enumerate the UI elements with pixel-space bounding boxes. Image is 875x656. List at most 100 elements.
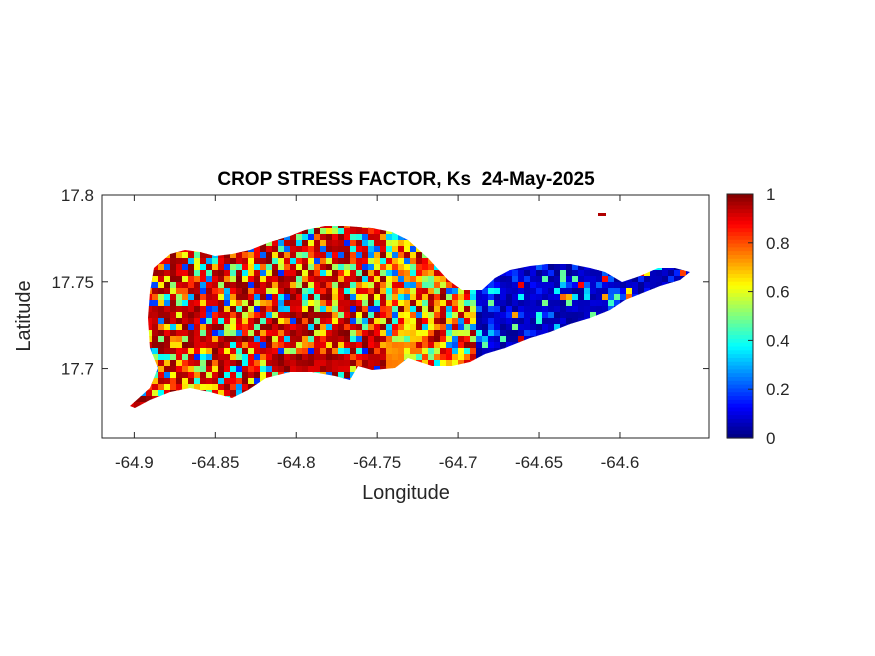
heatmap-cell xyxy=(260,336,267,343)
heatmap-cell xyxy=(224,336,231,343)
heatmap-cell xyxy=(650,378,657,385)
heatmap-cell xyxy=(242,312,249,319)
heatmap-cell xyxy=(500,226,507,229)
heatmap-cell xyxy=(470,402,477,408)
heatmap-cell xyxy=(380,324,387,331)
heatmap-cell xyxy=(296,252,303,259)
heatmap-cell xyxy=(506,402,513,408)
heatmap-cell xyxy=(374,342,381,349)
heatmap-cell xyxy=(662,234,669,241)
heatmap-cell xyxy=(566,384,573,391)
heatmap-cell xyxy=(130,264,135,271)
heatmap-cell xyxy=(218,252,225,259)
heatmap-cell xyxy=(392,306,399,313)
heatmap-cell xyxy=(542,390,549,397)
heatmap-cell xyxy=(590,264,597,271)
heatmap-cell xyxy=(554,300,561,307)
heatmap-cell xyxy=(668,306,675,313)
heatmap-cell xyxy=(470,240,477,247)
heatmap-cell xyxy=(578,330,585,337)
heatmap-cell xyxy=(404,234,411,241)
heatmap-cell xyxy=(422,226,429,229)
heatmap-cell xyxy=(224,384,231,391)
heatmap-cell xyxy=(614,396,621,403)
heatmap-cell xyxy=(530,330,537,337)
heatmap-cell xyxy=(692,276,699,283)
heatmap-cell xyxy=(230,264,237,271)
heatmap-cell xyxy=(266,300,273,307)
heatmap-cell xyxy=(158,246,165,253)
heatmap-cell xyxy=(350,234,357,241)
heatmap-cell xyxy=(464,390,471,397)
heatmap-cell xyxy=(206,348,213,355)
heatmap-cell xyxy=(212,312,219,319)
heatmap-cell xyxy=(194,372,201,379)
heatmap-cell xyxy=(566,336,573,343)
heatmap-cell xyxy=(590,276,597,283)
heatmap-cell xyxy=(566,294,573,301)
heatmap-cell xyxy=(404,324,411,331)
heatmap-cell xyxy=(266,264,273,271)
heatmap-cell xyxy=(644,226,651,229)
heatmap-cell xyxy=(656,348,663,355)
heatmap-cell xyxy=(188,258,195,265)
heatmap-cell xyxy=(194,396,201,403)
heatmap-cell xyxy=(554,378,561,385)
heatmap-cell xyxy=(158,252,165,259)
heatmap-cell xyxy=(266,228,273,235)
heatmap-cell xyxy=(308,372,315,379)
heatmap-cell xyxy=(404,264,411,271)
heatmap-cell xyxy=(200,300,207,307)
heatmap-cell xyxy=(428,396,435,403)
heatmap-cell xyxy=(410,402,417,408)
heatmap-cell xyxy=(182,258,189,265)
heatmap-cell xyxy=(398,348,405,355)
heatmap-cell xyxy=(440,252,447,259)
heatmap-cell xyxy=(668,354,675,361)
heatmap-cell xyxy=(362,324,369,331)
heatmap-cell xyxy=(548,258,555,265)
heatmap-cell xyxy=(668,378,675,385)
heatmap-cell xyxy=(164,318,171,325)
heatmap-cell xyxy=(206,270,213,277)
heatmap-cell xyxy=(398,354,405,361)
heatmap-cell xyxy=(302,342,309,349)
heatmap-cell xyxy=(674,312,681,319)
heatmap-cell xyxy=(362,336,369,343)
heatmap-cell xyxy=(626,378,633,385)
heatmap-cell xyxy=(200,246,207,253)
heatmap-cell xyxy=(200,276,207,283)
heatmap-cell xyxy=(194,342,201,349)
heatmap-cell xyxy=(170,288,177,295)
heatmap-cell xyxy=(626,270,633,277)
heatmap-cell xyxy=(326,226,333,229)
heatmap-cell xyxy=(506,276,513,283)
heatmap-cell xyxy=(146,264,153,271)
heatmap-cell xyxy=(662,306,669,313)
heatmap-cell xyxy=(416,342,423,349)
heatmap-cell xyxy=(362,240,369,247)
heatmap-cell xyxy=(494,384,501,391)
heatmap-cell xyxy=(404,246,411,253)
heatmap-cell xyxy=(518,402,525,408)
heatmap-cell xyxy=(662,384,669,391)
heatmap-cell xyxy=(194,240,201,247)
heatmap-cell xyxy=(536,234,543,241)
heatmap-cell xyxy=(182,282,189,289)
heatmap-cell xyxy=(428,252,435,259)
heatmap-cell xyxy=(146,300,153,307)
heatmap-cell xyxy=(560,318,567,325)
heatmap-cell xyxy=(140,390,147,397)
heatmap-cell xyxy=(428,348,435,355)
heatmap-cell xyxy=(644,234,651,241)
heatmap-cell xyxy=(134,396,141,403)
heatmap-cell xyxy=(614,378,621,385)
heatmap-cell xyxy=(440,318,447,325)
heatmap-cell xyxy=(296,246,303,253)
heatmap-cell xyxy=(512,240,519,247)
heatmap-cell xyxy=(656,390,663,397)
heatmap-cell xyxy=(590,282,597,289)
heatmap-cell xyxy=(272,330,279,337)
heatmap-cell xyxy=(440,282,447,289)
colorbar-segment xyxy=(727,312,753,317)
